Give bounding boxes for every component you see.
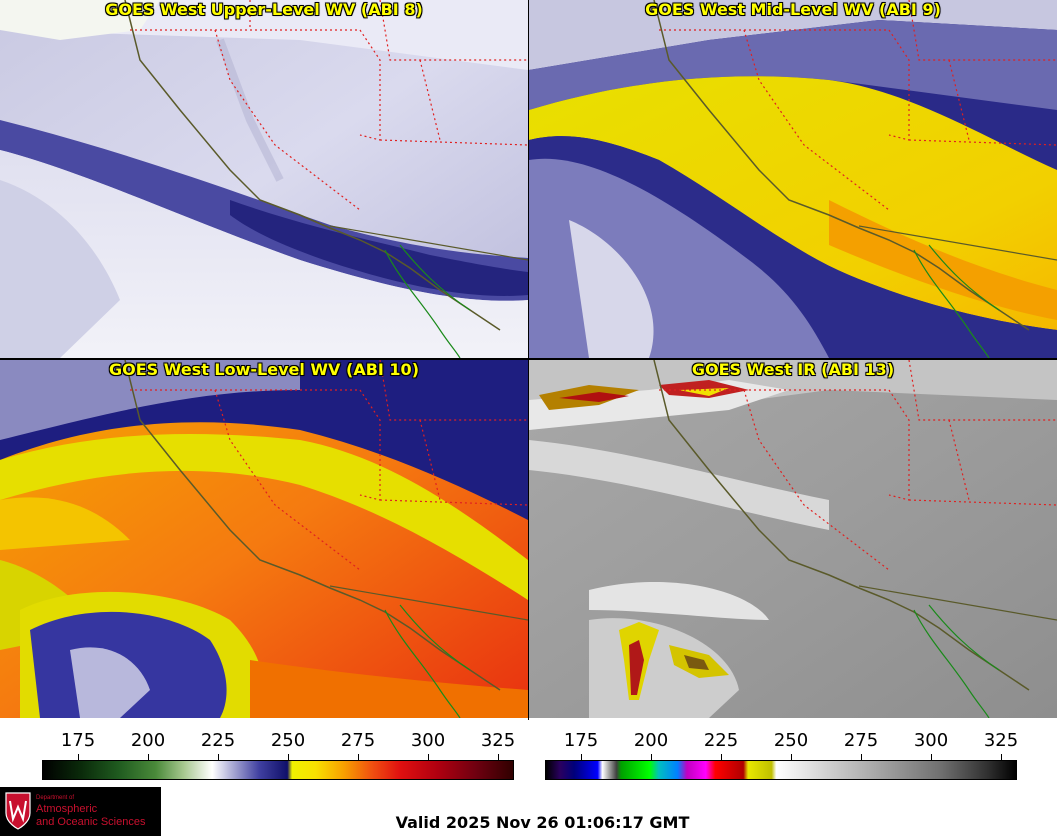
ir-tick-mark xyxy=(931,754,932,760)
wv-tick-label: 300 xyxy=(410,730,446,751)
panel-title: GOES West Upper-Level WV (ABI 8) xyxy=(105,0,423,19)
panel-title: GOES West Low-Level WV (ABI 10) xyxy=(108,360,419,379)
wv-tick-mark xyxy=(288,754,289,760)
wv-tick-mark xyxy=(358,754,359,760)
panel-ir: GOES West IR (ABI 13) xyxy=(529,360,1057,718)
ir-tick-mark xyxy=(791,754,792,760)
logo-line2: and Oceanic Sciences xyxy=(36,816,146,828)
wv-tick-mark xyxy=(498,754,499,760)
wv-tick-mark xyxy=(218,754,219,760)
valid-time: Valid 2025 Nov 26 01:06:17 GMT xyxy=(395,813,690,832)
ir-tick-label: 250 xyxy=(773,730,809,751)
panel-divider-vertical xyxy=(528,0,529,720)
wv-tick-label: 275 xyxy=(340,730,376,751)
ir-tick-label: 225 xyxy=(703,730,739,751)
wv-tick-label: 325 xyxy=(480,730,516,751)
ir-tick-mark xyxy=(861,754,862,760)
panel-upper-level-wv: GOES West Upper-Level WV (ABI 8) xyxy=(0,0,528,358)
panel-mid-level-wv: GOES West Mid-Level WV (ABI 9) xyxy=(529,0,1057,358)
ir-tick-label: 325 xyxy=(983,730,1019,751)
ir-tick-mark xyxy=(581,754,582,760)
ir-tick-label: 275 xyxy=(843,730,879,751)
ir-colorbar xyxy=(545,760,1017,780)
ir-image xyxy=(529,360,1057,718)
wv-tick-label: 250 xyxy=(270,730,306,751)
ir-tick-mark xyxy=(651,754,652,760)
wv-colorbar-ticks: 175 200 225 250 275 300 325 xyxy=(0,730,528,752)
wv-colorbar xyxy=(42,760,514,780)
ir-tick-mark xyxy=(1001,754,1002,760)
panel-low-level-wv: GOES West Low-Level WV (ABI 10) xyxy=(0,360,528,718)
ir-tick-mark xyxy=(721,754,722,760)
panel-title: GOES West IR (ABI 13) xyxy=(691,360,895,379)
mid-level-wv-image xyxy=(529,0,1057,358)
panel-divider-horizontal xyxy=(0,358,1057,360)
ir-colorbar-ticks: 175 200 225 250 275 300 325 xyxy=(529,730,1057,752)
aos-logo: Department of Atmospheric and Oceanic Sc… xyxy=(0,787,161,836)
wv-tick-label: 225 xyxy=(200,730,236,751)
low-level-wv-image xyxy=(0,360,528,718)
ir-tick-label: 175 xyxy=(563,730,599,751)
ir-tick-label: 200 xyxy=(633,730,669,751)
ir-tick-label: 300 xyxy=(913,730,949,751)
wv-tick-label: 175 xyxy=(60,730,96,751)
logo-line1: Atmospheric xyxy=(36,803,98,815)
wv-tick-mark xyxy=(148,754,149,760)
wv-tick-mark xyxy=(78,754,79,760)
wv-tick-mark xyxy=(428,754,429,760)
wv-tick-label: 200 xyxy=(130,730,166,751)
upper-level-wv-image xyxy=(0,0,528,358)
logo-dept: Department of xyxy=(36,795,75,801)
uw-crest-icon xyxy=(5,792,31,830)
panel-title: GOES West Mid-Level WV (ABI 9) xyxy=(645,0,941,19)
